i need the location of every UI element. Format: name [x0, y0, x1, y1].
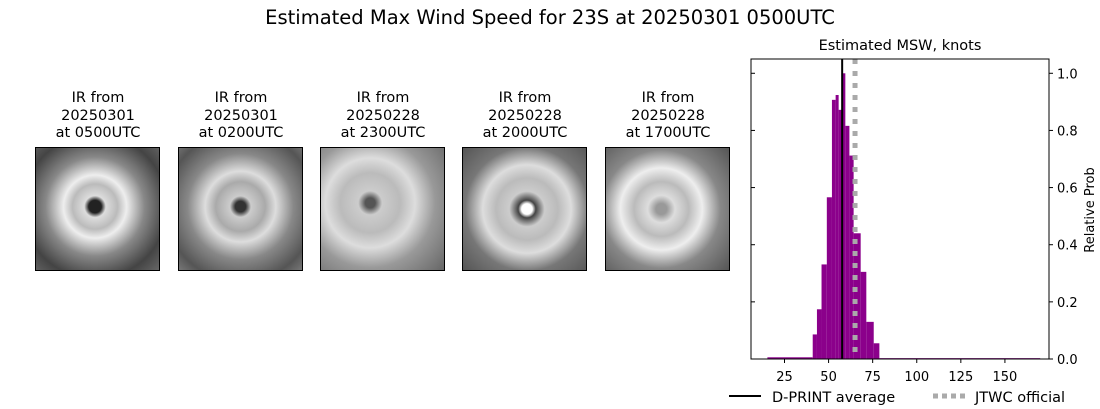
x-tick-label: 75 [864, 370, 881, 385]
thumb-date: 20250301 [204, 107, 278, 124]
histogram-bar [816, 309, 822, 359]
thumb-caption: IR from [71, 90, 125, 106]
x-tick-label: 100 [904, 370, 929, 385]
ir-image [605, 147, 730, 271]
ir-thumbnail: IR from 20250228 at 1700UTC [598, 90, 738, 271]
plot-frame [750, 58, 1050, 360]
thumb-date: 20250301 [61, 107, 135, 124]
histogram-bar [767, 357, 813, 359]
y-tick-label: 0.2 [1057, 296, 1078, 311]
histogram-bar [849, 155, 854, 359]
histogram-bar [812, 334, 817, 359]
histogram-bar [835, 95, 839, 359]
thumb-date: 20250228 [631, 107, 705, 124]
ir-image [462, 147, 587, 271]
histogram-bar [838, 109, 842, 359]
histogram-bar [821, 264, 827, 359]
histogram-bar [853, 233, 861, 359]
histogram-bar [831, 99, 836, 359]
y-axis-label: Relative Prob [1083, 167, 1098, 252]
ir-image [178, 147, 303, 271]
thumb-time: at 2000UTC [482, 125, 568, 141]
x-tick-label: 150 [993, 370, 1018, 385]
figure-title: Estimated Max Wind Speed for 23S at 2025… [265, 6, 835, 29]
legend-jtwc-label: JTWC official [974, 390, 1065, 406]
histogram-bar [845, 125, 850, 359]
y-tick-label: 0.0 [1057, 353, 1078, 368]
ir-thumbnail: IR from 20250301 at 0500UTC [28, 90, 168, 271]
y-tick-label: 0.4 [1057, 239, 1078, 254]
thumb-caption: IR from [214, 90, 268, 106]
x-tick-label: 50 [820, 370, 837, 385]
y-tick-label: 0.8 [1057, 124, 1078, 139]
ir-thumbnail: IR from 20250228 at 2300UTC [313, 90, 453, 271]
thumb-date: 20250228 [488, 107, 562, 124]
x-tick-label: 25 [776, 370, 793, 385]
x-tick-label: 125 [948, 370, 973, 385]
thumb-time: at 2300UTC [340, 125, 426, 141]
chart-title: Estimated MSW, knots [819, 38, 982, 54]
thumb-caption: IR from [498, 90, 552, 106]
thumb-time: at 0200UTC [198, 125, 284, 141]
histogram-bar [860, 271, 867, 359]
thumb-time: at 1700UTC [625, 125, 711, 141]
histogram-bar [866, 321, 874, 359]
thumb-date: 20250228 [346, 107, 420, 124]
ir-thumbnail: IR from 20250228 at 2000UTC [455, 90, 595, 271]
ir-image [35, 147, 160, 271]
legend-dprint-label: D-PRINT average [772, 390, 895, 406]
thumb-caption: IR from [641, 90, 695, 106]
histogram-bar [873, 343, 880, 359]
y-tick-label: 1.0 [1057, 67, 1078, 82]
ir-image [320, 147, 445, 271]
thumb-caption: IR from [356, 90, 410, 106]
histogram-bar [841, 73, 846, 360]
thumb-time: at 0500UTC [55, 125, 141, 141]
y-tick-label: 0.6 [1057, 182, 1078, 197]
histogram-bar [826, 197, 832, 359]
ir-thumbnail: IR from 20250301 at 0200UTC [171, 90, 311, 271]
legend: D-PRINT average JTWC official [729, 390, 1065, 406]
